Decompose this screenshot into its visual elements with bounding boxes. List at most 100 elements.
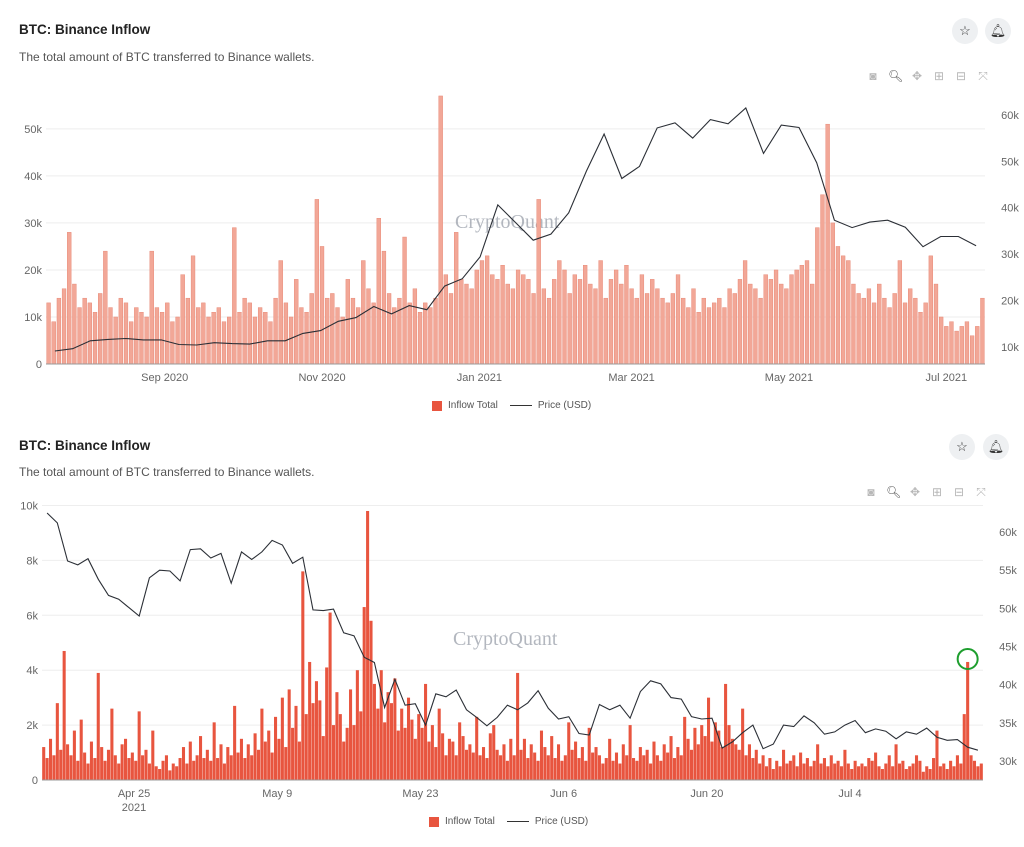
autoscale-icon[interactable]: ⤧: [976, 485, 986, 499]
favorite-button[interactable]: ☆: [949, 434, 975, 460]
inflow-bar: [846, 260, 851, 365]
inflow-bar: [550, 736, 554, 780]
legend-bar-swatch: [432, 400, 442, 411]
inflow-bar: [546, 755, 550, 780]
pan-icon[interactable]: ✥: [909, 485, 921, 499]
legend-price[interactable]: Price (USD): [534, 816, 589, 827]
inflow-bar: [209, 760, 213, 780]
inflow-bar: [877, 766, 881, 780]
inflow-bar: [485, 758, 489, 780]
inflow-bar: [618, 763, 622, 780]
inflow-bar: [509, 738, 513, 780]
inflow-bar: [474, 269, 479, 365]
inflow-bar: [192, 760, 196, 780]
camera-icon[interactable]: ◙: [867, 485, 875, 499]
inflow-bar: [720, 747, 724, 780]
inflow-bar: [949, 760, 953, 780]
star-icon: ☆: [959, 23, 971, 38]
inflow-bar: [287, 689, 291, 780]
zoom-out-icon[interactable]: ⊟: [953, 485, 965, 499]
y-left-tick-label: 4k: [26, 665, 38, 677]
inflow-bar: [205, 749, 209, 780]
inflow-bar: [928, 769, 932, 780]
inflow-bar: [72, 283, 77, 365]
star-icon: ☆: [956, 439, 968, 454]
inflow-bar: [454, 232, 459, 365]
inflow-bar: [727, 725, 731, 780]
inflow-bar: [308, 661, 312, 780]
alert-button[interactable]: 🔔︎: [983, 434, 1009, 460]
inflow-bar: [79, 719, 83, 780]
inflow-bar: [202, 758, 206, 780]
legend-inflow[interactable]: Inflow Total: [445, 816, 495, 827]
inflow-bar: [134, 307, 139, 365]
y-right-tick-label: 10k: [1001, 342, 1019, 354]
favorite-button[interactable]: ☆: [952, 18, 978, 44]
inflow-bar: [178, 758, 182, 780]
inflow-bar: [701, 297, 706, 365]
inflow-bar: [92, 312, 98, 365]
inflow-bar: [880, 769, 884, 780]
inflow-bar: [522, 738, 526, 780]
inflow-bar: [650, 279, 655, 365]
inflow-bar: [655, 755, 659, 780]
inflow-bar: [707, 697, 711, 780]
x-tick-sublabel: 2021: [122, 802, 146, 814]
alert-button[interactable]: 🔔︎: [985, 18, 1011, 44]
inflow-bar: [935, 730, 939, 780]
legend-line-swatch: [506, 821, 529, 822]
legend-inflow[interactable]: Inflow Total: [448, 400, 498, 411]
inflow-bar: [944, 326, 949, 365]
x-tick-label: Mar 2021: [608, 372, 654, 384]
inflow-bar: [959, 326, 964, 365]
inflow-bar: [447, 738, 451, 780]
zoom-icon[interactable]: 🔍︎: [888, 69, 904, 83]
inflow-bar: [211, 312, 216, 365]
inflow-bar: [165, 302, 170, 365]
inflow-bar: [113, 316, 118, 365]
zoom-out-icon[interactable]: ⊟: [955, 69, 967, 83]
highlight-circle: [956, 647, 979, 670]
inflow-bar: [887, 307, 892, 365]
inflow-bar: [980, 297, 985, 365]
inflow-bar: [484, 255, 490, 365]
bell-icon: 🔔︎: [989, 23, 1007, 38]
inflow-bar: [325, 297, 330, 365]
pan-icon[interactable]: ✥: [911, 69, 923, 83]
price-line: [54, 107, 977, 352]
inflow-bar: [645, 749, 649, 780]
inflow-bar: [428, 307, 433, 365]
inflow-bar: [536, 760, 540, 780]
bell-icon: 🔔︎: [987, 439, 1005, 454]
inflow-bar: [812, 760, 816, 780]
inflow-bar: [751, 758, 755, 780]
autoscale-icon[interactable]: ⤧: [978, 69, 988, 83]
inflow-bar: [856, 293, 861, 365]
inflow-bar: [603, 297, 608, 365]
zoom-in-icon[interactable]: ⊞: [931, 485, 943, 499]
inflow-bar: [270, 752, 274, 780]
inflow-bar: [199, 736, 203, 780]
inflow-bar: [611, 760, 615, 780]
zoom-icon[interactable]: 🔍︎: [886, 485, 902, 499]
y-left-tick-label: 50k: [24, 124, 42, 136]
inflow-bar: [443, 274, 448, 365]
inflow-bar: [314, 681, 318, 780]
zoom-in-icon[interactable]: ⊞: [933, 69, 945, 83]
inflow-bar: [521, 274, 526, 365]
inflow-bar: [921, 771, 925, 780]
inflow-bar: [779, 283, 784, 365]
inflow-bar: [952, 766, 956, 780]
x-tick-label: May 2021: [765, 372, 813, 384]
legend-price[interactable]: Price (USD): [537, 400, 592, 411]
inflow-bar: [902, 302, 908, 365]
inflow-bar: [619, 283, 624, 365]
inflow-bar: [693, 727, 697, 780]
inflow-bar: [908, 288, 913, 365]
inflow-bar: [321, 736, 325, 780]
inflow-bar: [591, 752, 595, 780]
camera-icon[interactable]: ◙: [869, 69, 877, 83]
inflow-bar: [805, 758, 809, 780]
inflow-bar: [572, 274, 577, 365]
